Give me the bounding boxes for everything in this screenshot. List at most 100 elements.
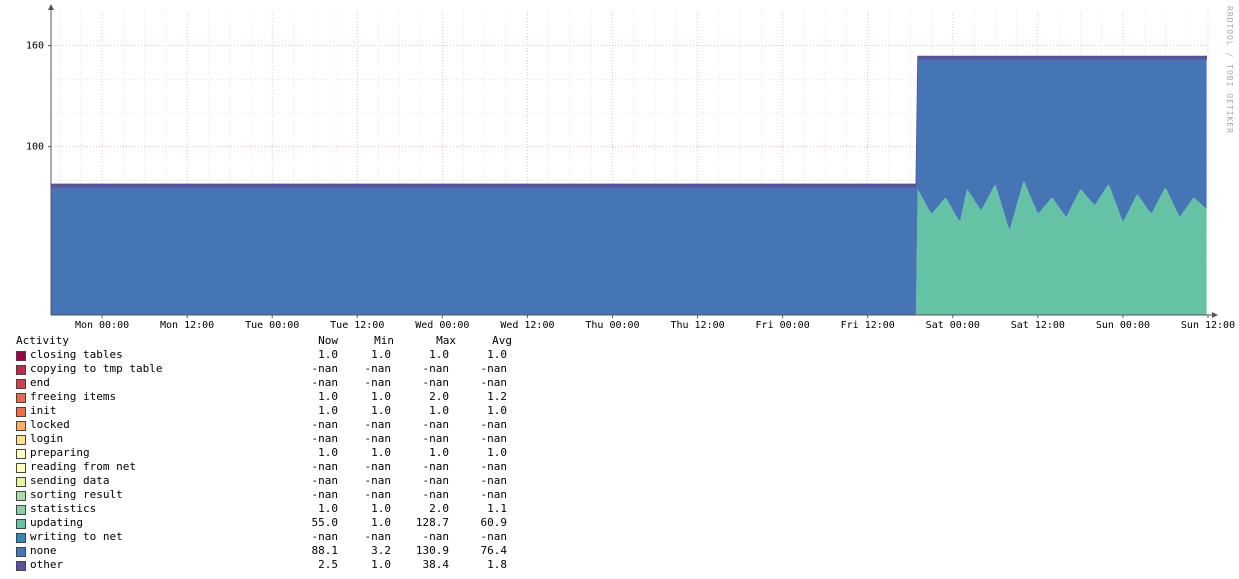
legend-swatch <box>16 547 26 557</box>
legend-max: 130.9 <box>415 544 449 557</box>
legend-swatch <box>16 393 26 403</box>
legend-max: 1.0 <box>429 446 449 459</box>
chart-axes <box>48 4 1218 318</box>
legend-avg: -nan <box>480 362 508 375</box>
legend-max: -nan <box>422 362 450 375</box>
legend-min: 1.0 <box>371 390 391 403</box>
x-axis-arrow <box>1212 312 1218 318</box>
legend-header-now: Now <box>318 334 338 347</box>
x-tick-label: Tue 00:00 <box>245 320 299 331</box>
legend-min: -nan <box>364 376 392 389</box>
legend-avg: -nan <box>480 460 508 473</box>
legend-avg: -nan <box>480 488 508 501</box>
legend-min: -nan <box>364 488 392 501</box>
legend-now: 1.0 <box>318 502 338 515</box>
legend-max: 128.7 <box>415 516 449 529</box>
legend-name: writing to net <box>30 530 123 543</box>
legend-header-min: Min <box>374 334 394 347</box>
legend-max: -nan <box>422 474 450 487</box>
legend-min: 1.0 <box>371 404 391 417</box>
x-tick-label: Thu 00:00 <box>585 320 639 331</box>
x-tick-label: Tue 12:00 <box>330 320 384 331</box>
legend-max: 38.4 <box>422 558 450 571</box>
legend-min: 1.0 <box>371 558 391 571</box>
legend-avg: 1.8 <box>487 558 507 571</box>
legend-header-avg: Avg <box>492 334 512 347</box>
legend-min: 1.0 <box>371 502 391 515</box>
legend-swatch <box>16 463 26 473</box>
legend-min: 1.0 <box>371 348 391 361</box>
x-tick-label: Mon 12:00 <box>160 320 214 331</box>
legend-swatch <box>16 533 26 543</box>
legend-now: -nan <box>311 432 339 445</box>
legend-avg: -nan <box>480 418 508 431</box>
legend-name: closing tables <box>30 348 123 361</box>
chart-areas <box>50 55 1207 315</box>
legend-avg: 1.0 <box>487 404 507 417</box>
x-tick-label: Mon 00:00 <box>75 320 129 331</box>
x-tick-label: Sat 00:00 <box>926 320 980 331</box>
legend-name: locked <box>30 418 70 431</box>
legend-max: -nan <box>422 376 450 389</box>
legend-name: updating <box>30 516 83 529</box>
legend-now: -nan <box>311 474 339 487</box>
activity-chart: Mon 00:00 Mon 12:00 Tue 00:00 Tue 12:00 Wed … <box>26 4 1235 331</box>
legend-max: 1.0 <box>429 348 449 361</box>
legend-swatch <box>16 561 26 571</box>
legend-now: 55.0 <box>311 516 339 529</box>
legend-min: -nan <box>364 362 392 375</box>
legend-min: 3.2 <box>371 544 391 557</box>
legend-name: none <box>30 544 57 557</box>
legend-now: -nan <box>311 460 339 473</box>
legend-name: preparing <box>30 446 90 459</box>
area-series-other <box>50 55 1207 188</box>
legend-max: -nan <box>422 418 450 431</box>
x-tick-label: Sun 12:00 <box>1181 320 1235 331</box>
y-tick-label: 160 <box>26 41 44 52</box>
legend-now: 88.1 <box>311 544 339 557</box>
area-series-none <box>51 59 1207 315</box>
legend-avg: -nan <box>480 530 508 543</box>
x-tick-label: Sun 00:00 <box>1096 320 1150 331</box>
legend-now: 1.0 <box>318 390 338 403</box>
legend-name: end <box>30 376 50 389</box>
legend-min: -nan <box>364 474 392 487</box>
legend-avg: 1.0 <box>487 446 507 459</box>
legend-swatch <box>16 379 26 389</box>
rrdtool-watermark: RRDTOOL / TOBI OETIKER <box>1225 6 1234 134</box>
legend-min: -nan <box>364 530 392 543</box>
legend-max: -nan <box>422 460 450 473</box>
x-tick-label: Sat 12:00 <box>1011 320 1065 331</box>
legend-avg: -nan <box>480 474 508 487</box>
y-axis-labels: 100 160 <box>26 41 51 153</box>
legend-min: -nan <box>364 418 392 431</box>
legend-avg: 1.2 <box>487 390 507 403</box>
legend-name: freeing items <box>30 390 117 403</box>
legend-name: sending data <box>30 474 110 487</box>
legend-header-max: Max <box>436 334 456 347</box>
y-tick-label: 100 <box>26 142 44 153</box>
legend-now: 2.5 <box>318 558 338 571</box>
area-series-updating <box>51 181 1207 315</box>
legend-swatch <box>16 351 26 361</box>
x-tick-label: Fri 00:00 <box>756 320 810 331</box>
legend-now: 1.0 <box>318 348 338 361</box>
x-tick-label: Fri 12:00 <box>841 320 895 331</box>
legend-min: -nan <box>364 460 392 473</box>
legend-avg: 76.4 <box>480 544 508 557</box>
legend-avg: 60.9 <box>480 516 508 529</box>
legend-max: -nan <box>422 488 450 501</box>
legend-now: -nan <box>311 376 339 389</box>
legend-max: 2.0 <box>429 502 449 515</box>
legend-avg: 1.1 <box>487 502 507 515</box>
legend-avg: -nan <box>480 376 508 389</box>
legend-swatch <box>16 435 26 445</box>
legend-swatch <box>16 365 26 375</box>
legend-name: sorting result <box>30 488 123 501</box>
legend-avg: 1.0 <box>487 348 507 361</box>
legend-now: 1.0 <box>318 446 338 459</box>
legend-header-activity: Activity <box>16 334 69 347</box>
legend-now: -nan <box>311 530 339 543</box>
legend-avg: -nan <box>480 432 508 445</box>
legend-name: init <box>30 404 57 417</box>
